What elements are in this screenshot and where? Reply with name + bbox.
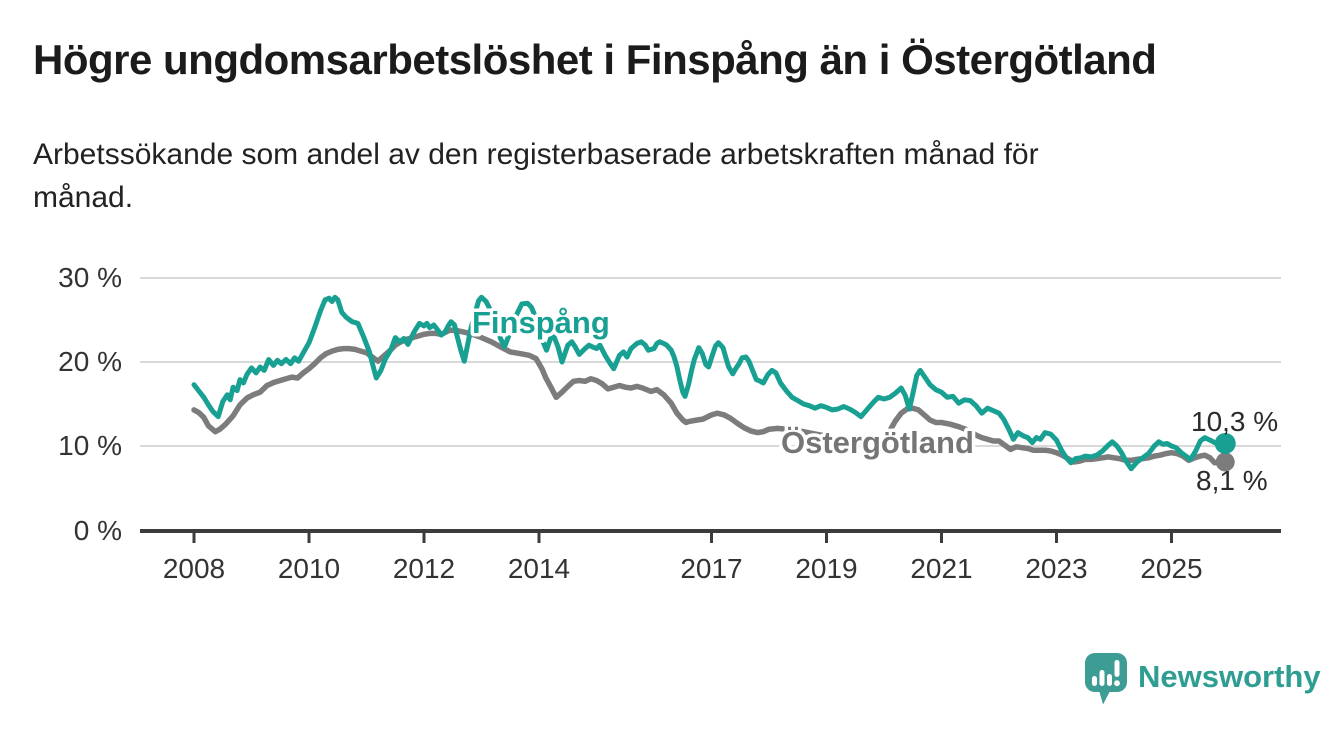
x-axis-tick-label: 2023 xyxy=(1025,553,1087,584)
y-axis-tick-label: 10 % xyxy=(58,430,122,461)
finspang-line xyxy=(191,294,1222,472)
ostergotland-series-label: Östergötland xyxy=(781,425,974,460)
newsworthy-speech-bubble-chart-icon xyxy=(1085,653,1127,705)
y-axis-tick-label: 20 % xyxy=(58,346,122,377)
y-axis-tick-label: 0 % xyxy=(74,515,122,546)
x-axis-tick-label: 2025 xyxy=(1140,553,1202,584)
finspang-end-value-label: 10,3 % xyxy=(1191,406,1278,437)
x-axis-tick-label: 2019 xyxy=(795,553,857,584)
ostergotland-end-value-label: 8,1 % xyxy=(1196,465,1268,496)
x-axis-tick-label: 2012 xyxy=(393,553,455,584)
x-axis-tick-label: 2017 xyxy=(680,553,742,584)
finspang-end-dot xyxy=(1214,432,1236,454)
ostergotland-end-dot xyxy=(1215,452,1235,472)
page-title: Högre ungdomsarbetslöshet i Finspång än … xyxy=(33,36,1157,83)
y-axis-tick-label: 30 % xyxy=(58,262,122,293)
x-axis-tick-label: 2014 xyxy=(508,553,570,584)
x-axis-tick-label: 2008 xyxy=(163,553,225,584)
newsworthy-logo: Newsworthy xyxy=(1084,652,1321,706)
chart-subtitle: Arbetssökande som andel av den registerb… xyxy=(33,138,1039,214)
x-axis-tick-label: 2021 xyxy=(910,553,972,584)
ostergotland-line xyxy=(191,327,1222,466)
finspang-series-label: Finspång xyxy=(472,305,610,340)
x-axis-tick-label: 2010 xyxy=(278,553,340,584)
newsworthy-logo-text: Newsworthy xyxy=(1138,659,1321,694)
